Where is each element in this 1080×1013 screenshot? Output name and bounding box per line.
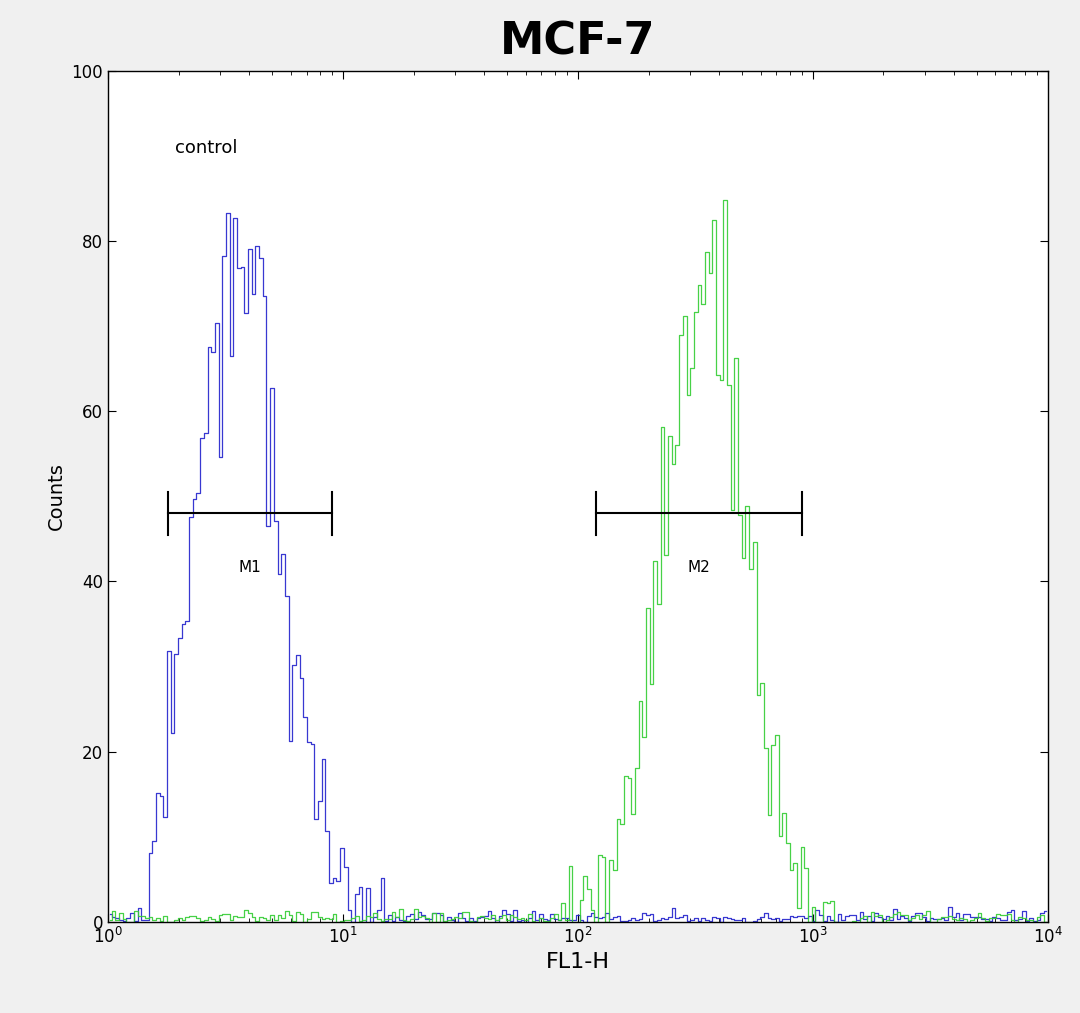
Text: control: control bbox=[175, 139, 238, 157]
Text: M2: M2 bbox=[688, 560, 711, 575]
Text: M1: M1 bbox=[239, 560, 261, 575]
Title: MCF-7: MCF-7 bbox=[500, 20, 656, 63]
X-axis label: FL1-H: FL1-H bbox=[545, 952, 610, 972]
Y-axis label: Counts: Counts bbox=[46, 462, 66, 531]
